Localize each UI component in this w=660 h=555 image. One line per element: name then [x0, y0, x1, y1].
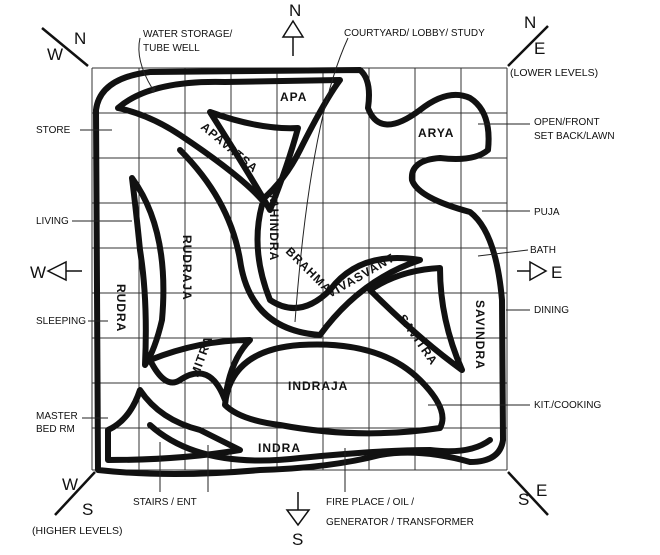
sw-s-label: S: [82, 500, 93, 519]
apavatsa-zone-outline: [207, 109, 301, 213]
compass-west: W: [30, 260, 82, 282]
sw-diagonal: [54, 471, 96, 516]
label-open-front-2: SET BACK/LAWN: [534, 131, 615, 142]
outer-boundary: [93, 67, 506, 477]
zone-rudraja: RUDRAJA: [180, 235, 194, 301]
lower-levels-note: (LOWER LEVELS): [510, 67, 598, 79]
label-kitchen: KIT./COOKING: [534, 400, 601, 411]
label-living: LIVING: [36, 216, 69, 227]
zone-mitra: MITRA: [188, 334, 216, 379]
se-s-label: S: [518, 490, 529, 509]
zone-outlines: [93, 67, 506, 477]
nw-n-label: N: [74, 29, 86, 48]
se-e-label: E: [536, 481, 547, 500]
savitra-zone-outline: [367, 265, 465, 373]
zone-mahindra: MAHINDRA: [267, 188, 281, 261]
label-bath: BATH: [530, 245, 556, 256]
compass-east: E: [517, 260, 562, 282]
label-open-front-1: OPEN/FRONT: [534, 117, 600, 128]
nw-diagonal: [41, 27, 89, 67]
label-stairs: STAIRS / ENT: [133, 497, 197, 508]
label-fireplace-1: FIRE PLACE / OIL /: [326, 497, 414, 508]
sw-w-label: W: [62, 475, 78, 494]
ne-n-label: N: [524, 13, 536, 32]
label-sleeping: SLEEPING: [36, 316, 86, 327]
label-water-storage-2: TUBE WELL: [143, 43, 200, 54]
rudraja-zone-outline: [129, 175, 167, 368]
label-dining: DINING: [534, 305, 569, 316]
label-courtyard: COURTYARD/ LOBBY/ STUDY: [344, 28, 485, 39]
zone-savindra: SAVINDRA: [473, 300, 487, 370]
leader-courtyard: [294, 37, 349, 323]
rudra-zone-outline: [105, 387, 243, 463]
indraja-zone-outline: [222, 341, 446, 437]
ne-diagonal: [507, 25, 549, 67]
label-master-bed-1: MASTER: [36, 411, 78, 422]
arrow-water-storage: [150, 86, 156, 93]
se-diagonal: [507, 471, 549, 516]
label-puja: PUJA: [534, 207, 560, 218]
label-water-storage-1: WATER STORAGE/: [143, 29, 232, 40]
leader-water-storage: [138, 37, 153, 89]
leader-bath: [477, 249, 529, 257]
label-store: STORE: [36, 125, 71, 136]
zone-rudra: RUDRA: [114, 284, 128, 332]
nw-w-label: W: [47, 45, 63, 64]
compass-south: S: [285, 492, 311, 549]
label-fireplace-2: GENERATOR / TRANSFORMER: [326, 517, 474, 528]
south-label: S: [292, 530, 303, 549]
zone-indra: INDRA: [258, 441, 301, 455]
label-master-bed-2: BED RM: [36, 424, 75, 435]
north-label: N: [289, 1, 301, 20]
zone-indraja: INDRAJA: [288, 379, 348, 393]
zone-savitra: SAVITRA: [396, 312, 441, 368]
zone-apa: APA: [280, 90, 307, 104]
higher-levels-note: (HIGHER LEVELS): [32, 525, 122, 537]
zone-arya: ARYA: [418, 126, 454, 140]
east-label: E: [551, 263, 562, 282]
compass-north: N: [281, 1, 305, 56]
mahindra-zone-outline: [177, 147, 423, 338]
west-label: W: [30, 263, 46, 282]
ne-e-label: E: [534, 39, 545, 58]
indra-zone-outline: [147, 422, 493, 464]
